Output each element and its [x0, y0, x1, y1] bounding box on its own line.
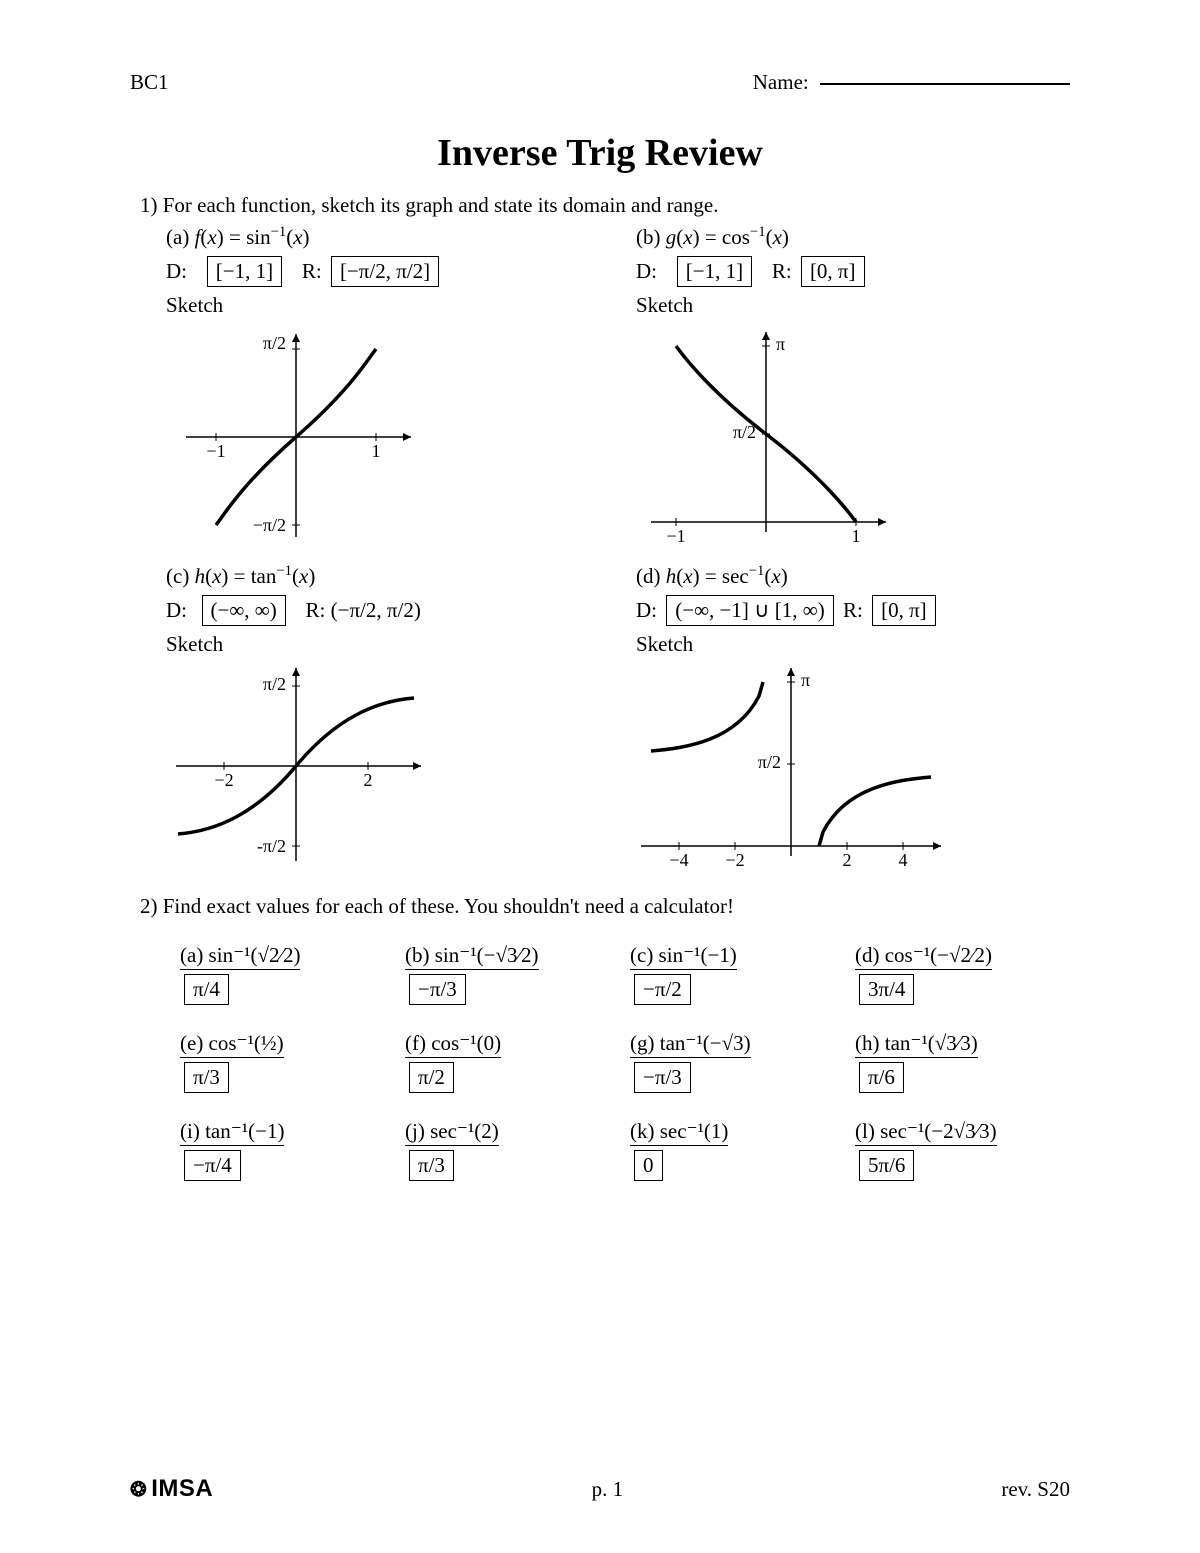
q2-item-answer: 0 [634, 1150, 663, 1181]
footer-row: IMSA p. 1 rev. S20 [130, 1475, 1070, 1503]
q2-item: (f) cos⁻¹(0) π/2 [405, 1031, 620, 1093]
q1a-range-box: [−π/2, π/2] [331, 256, 439, 287]
arccos-graph: −1 1 π/2 π [636, 322, 1070, 557]
q2-item-answer: π/3 [184, 1062, 229, 1093]
q1c-domain-range: D: (−∞, ∞) R: (−π/2, π/2) [166, 595, 600, 626]
page-number: p. 1 [592, 1477, 624, 1502]
svg-text:−1: −1 [666, 526, 685, 546]
page-title: Inverse Trig Review [130, 131, 1070, 175]
q2-item-label: (l) sec⁻¹(−2√3⁄3) [855, 1119, 997, 1146]
q2-item: (g) tan⁻¹(−√3) −π/3 [630, 1031, 845, 1093]
q2-item-answer: 3π/4 [859, 974, 914, 1005]
svg-text:π/2: π/2 [263, 674, 286, 694]
q1c-range-plain: R: (−π/2, π/2) [306, 598, 421, 622]
svg-text:π: π [801, 670, 810, 690]
svg-text:1: 1 [852, 526, 861, 546]
q1d-domain-range: D: (−∞, −1] ∪ [1, ∞) R: [0, π] [636, 595, 1070, 626]
name-label: Name: [753, 70, 809, 94]
q1a-label: (a) f(x) = sin−1(x) [166, 224, 600, 250]
q2-item-answer: π/4 [184, 974, 229, 1005]
q2-item-label: (j) sec⁻¹(2) [405, 1119, 499, 1146]
q1-row-ab: (a) f(x) = sin−1(x) D: [−1, 1] R: [−π/2,… [130, 218, 1070, 557]
q2-item-label: (i) tan⁻¹(−1) [180, 1119, 284, 1146]
q2-item-label: (k) sec⁻¹(1) [630, 1119, 728, 1146]
q2-item: (h) tan⁻¹(√3⁄3) π/6 [855, 1031, 1070, 1093]
q1c-domain-box: (−∞, ∞) [202, 595, 286, 626]
q2-item: (l) sec⁻¹(−2√3⁄3) 5π/6 [855, 1119, 1070, 1181]
q2-item-label: (d) cos⁻¹(−√2⁄2) [855, 943, 992, 970]
q2-item-answer: −π/3 [634, 1062, 691, 1093]
svg-text:π/2: π/2 [263, 333, 286, 353]
q2-item-answer: 5π/6 [859, 1150, 914, 1181]
q1b-domain-box: [−1, 1] [677, 256, 752, 287]
worksheet-page: BC1 Name: Inverse Trig Review 1) For eac… [0, 0, 1200, 1553]
logo-text: IMSA [130, 1475, 213, 1503]
q1-part-c: (c) h(x) = tan−1(x) D: (−∞, ∞) R: (−π/2,… [130, 557, 600, 876]
svg-text:−4: −4 [669, 850, 688, 870]
q2-item-answer: π/3 [409, 1150, 454, 1181]
q2-item: (i) tan⁻¹(−1) −π/4 [180, 1119, 395, 1181]
svg-text:2: 2 [843, 850, 852, 870]
arctan-graph: −2 2 π/2 -π/2 [166, 661, 600, 876]
q2-item-label: (c) sin⁻¹(−1) [630, 943, 737, 970]
q2-item-label: (f) cos⁻¹(0) [405, 1031, 501, 1058]
q2-prompt: 2) Find exact values for each of these. … [140, 894, 1070, 919]
revision-label: rev. S20 [1001, 1477, 1070, 1502]
q1-part-a: (a) f(x) = sin−1(x) D: [−1, 1] R: [−π/2,… [130, 218, 600, 557]
q1d-domain-box: (−∞, −1] ∪ [1, ∞) [666, 595, 833, 626]
q2-item-answer: −π/3 [409, 974, 466, 1005]
svg-text:−1: −1 [206, 441, 225, 461]
q2-item-answer: π/2 [409, 1062, 454, 1093]
arcsin-graph: −1 1 π/2 −π/2 [166, 322, 600, 557]
q1d-range-box: [0, π] [872, 595, 936, 626]
svg-text:π/2: π/2 [758, 752, 781, 772]
q2-item: (k) sec⁻¹(1) 0 [630, 1119, 845, 1181]
course-code: BC1 [130, 70, 169, 95]
q1d-sketch-label: Sketch [636, 632, 1070, 657]
q1a-domain-box: [−1, 1] [207, 256, 282, 287]
q1b-sketch-label: Sketch [636, 293, 1070, 318]
q2-item-label: (a) sin⁻¹(√2⁄2) [180, 943, 300, 970]
q2-item: (b) sin⁻¹(−√3⁄2) −π/3 [405, 943, 620, 1005]
q1-row-cd: (c) h(x) = tan−1(x) D: (−∞, ∞) R: (−π/2,… [130, 557, 1070, 876]
header-row: BC1 Name: [130, 70, 1070, 95]
svg-text:4: 4 [899, 850, 908, 870]
q2-item: (c) sin⁻¹(−1) −π/2 [630, 943, 845, 1005]
q1c-label: (c) h(x) = tan−1(x) [166, 563, 600, 589]
q1b-range-box: [0, π] [801, 256, 865, 287]
q2-item: (e) cos⁻¹(½) π/3 [180, 1031, 395, 1093]
q2-item-label: (e) cos⁻¹(½) [180, 1031, 284, 1058]
q1-part-d: (d) h(x) = sec−1(x) D: (−∞, −1] ∪ [1, ∞)… [600, 557, 1070, 876]
q2-item-answer: −π/4 [184, 1150, 241, 1181]
svg-text:−2: −2 [725, 850, 744, 870]
name-blank-line [820, 83, 1070, 85]
q2-grid: (a) sin⁻¹(√2⁄2)π/4 (b) sin⁻¹(−√3⁄2)−π/3 … [180, 943, 1070, 1181]
q2-item: (d) cos⁻¹(−√2⁄2) 3π/4 [855, 943, 1070, 1005]
q2-item-answer: −π/2 [634, 974, 691, 1005]
q2-item-label: (b) sin⁻¹(−√3⁄2) [405, 943, 539, 970]
q1-part-b: (b) g(x) = cos−1(x) D: [−1, 1] R: [0, π]… [600, 218, 1070, 557]
svg-text:1: 1 [372, 441, 381, 461]
q2-item-label: (h) tan⁻¹(√3⁄3) [855, 1031, 978, 1058]
q1d-label: (d) h(x) = sec−1(x) [636, 563, 1070, 589]
svg-text:π: π [776, 334, 785, 354]
q1c-sketch-label: Sketch [166, 632, 600, 657]
q2-item: (a) sin⁻¹(√2⁄2) π/4 [180, 943, 395, 1005]
q1b-domain-range: D: [−1, 1] R: [0, π] [636, 256, 1070, 287]
q1a-domain-range: D: [−1, 1] R: [−π/2, π/2] [166, 256, 600, 287]
q1a-sketch-label: Sketch [166, 293, 600, 318]
q2-item: (j) sec⁻¹(2) π/3 [405, 1119, 620, 1181]
q2-item-label: (g) tan⁻¹(−√3) [630, 1031, 751, 1058]
svg-text:−π/2: −π/2 [253, 515, 286, 535]
svg-text:−2: −2 [214, 770, 233, 790]
svg-text:-π/2: -π/2 [257, 836, 286, 856]
q2-item-answer: π/6 [859, 1062, 904, 1093]
q1-prompt: 1) For each function, sketch its graph a… [140, 193, 1070, 218]
svg-text:2: 2 [364, 770, 373, 790]
arcsec-graph: −4 −2 2 4 π/2 π [636, 661, 1070, 876]
name-field: Name: [753, 70, 1070, 95]
q1b-label: (b) g(x) = cos−1(x) [636, 224, 1070, 250]
